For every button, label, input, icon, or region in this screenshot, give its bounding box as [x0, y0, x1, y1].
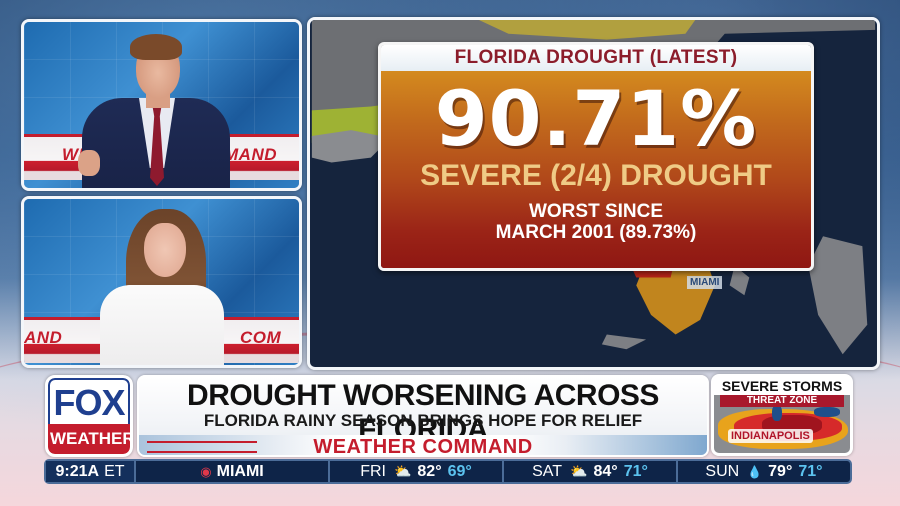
promo-city-label: INDIANAPOLIS [728, 429, 813, 443]
lake-michigan-icon [772, 405, 782, 421]
decorative-lines-icon [147, 441, 257, 453]
ticker-time: 9:21A ET [46, 461, 136, 482]
anchor-top-garment [100, 285, 224, 365]
low-temp: 71° [623, 462, 648, 480]
promo-map: THREAT ZONE INDIANAPOLIS [714, 395, 850, 453]
promo-title: SEVERE STORMS [714, 377, 850, 395]
high-temp: 79° [768, 462, 793, 480]
city-name: MIAMI [216, 462, 264, 480]
stat-header: FLORIDA DROUGHT (LATEST) [381, 45, 811, 71]
forecast-day: FRI ⛅ 82° 69° [330, 461, 504, 482]
high-temp: 84° [593, 462, 618, 480]
drought-stat-card: FLORIDA DROUGHT (LATEST) 90.71% SEVERE (… [378, 42, 814, 271]
day-label: SUN [705, 462, 740, 480]
drought-percentage: 90.71% [434, 74, 758, 163]
drought-category: SEVERE (2/4) DROUGHT [420, 159, 772, 192]
comparison-note-line1: WORST SINCE [528, 201, 664, 222]
anchor-head [144, 223, 186, 277]
logo-fox-text: FOX [48, 378, 130, 424]
headline-box: DROUGHT WORSENING ACROSS FLORIDA FLORIDA… [137, 375, 709, 457]
day-label: FRI [360, 462, 386, 480]
partly-cloudy-icon: ⛅ [393, 463, 412, 479]
anchor-video-bottom: AND COM [21, 196, 302, 368]
fox-weather-logo: FOX WEATHER [45, 375, 133, 457]
anchor-hair [130, 34, 182, 60]
desk-text-left: AND [24, 328, 63, 347]
logo-weather-text: WEATHER [48, 424, 130, 454]
promo-subtitle: THREAT ZONE [720, 395, 844, 407]
low-temp: 71° [798, 462, 823, 480]
lake-erie-icon [814, 407, 840, 417]
ticker-city: ◉ MIAMI [136, 461, 330, 482]
subheadline: FLORIDA RAINY SEASON BRINGS HOPE FOR REL… [203, 411, 643, 430]
low-temp: 69° [447, 462, 472, 480]
raindrop-icon: 💧 [747, 464, 763, 479]
map-pin-icon: ◉ [200, 463, 212, 479]
high-temp: 82° [417, 462, 442, 480]
clock-timezone: ET [104, 462, 125, 480]
brand-strip: WEATHER COMMAND [139, 435, 707, 457]
comparison-note-line2: MARCH 2001 (89.73%) [495, 222, 697, 243]
anchor-video-top: WE MAND [21, 19, 302, 191]
stat-body: 90.71% SEVERE (2/4) DROUGHT WORST SINCE … [381, 71, 811, 268]
promo-severe-storms: SEVERE STORMS THREAT ZONE INDIANAPOLIS [711, 374, 853, 456]
show-brand: WEATHER COMMAND [313, 436, 533, 457]
weather-ticker: 9:21A ET ◉ MIAMI FRI ⛅ 82° 69° SAT ⛅ 84°… [44, 459, 852, 484]
drought-map-panel: MIAMI FLORIDA DROUGHT (LATEST) 90.71% SE… [307, 17, 880, 370]
forecast-day: SUN 💧 79° 71° [678, 461, 850, 482]
clock-time: 9:21A [55, 462, 100, 480]
desk-text-right: MAND [224, 145, 277, 164]
anchor-hand [78, 150, 100, 176]
lower-third: FOX WEATHER DROUGHT WORSENING ACROSS FLO… [45, 373, 710, 457]
partly-cloudy-icon: ⛅ [570, 463, 588, 479]
map-city-label: MIAMI [687, 276, 723, 289]
forecast-day: SAT ⛅ 84° 71° [504, 461, 678, 482]
day-label: SAT [532, 462, 563, 480]
desk-text-right: COM [240, 328, 282, 347]
